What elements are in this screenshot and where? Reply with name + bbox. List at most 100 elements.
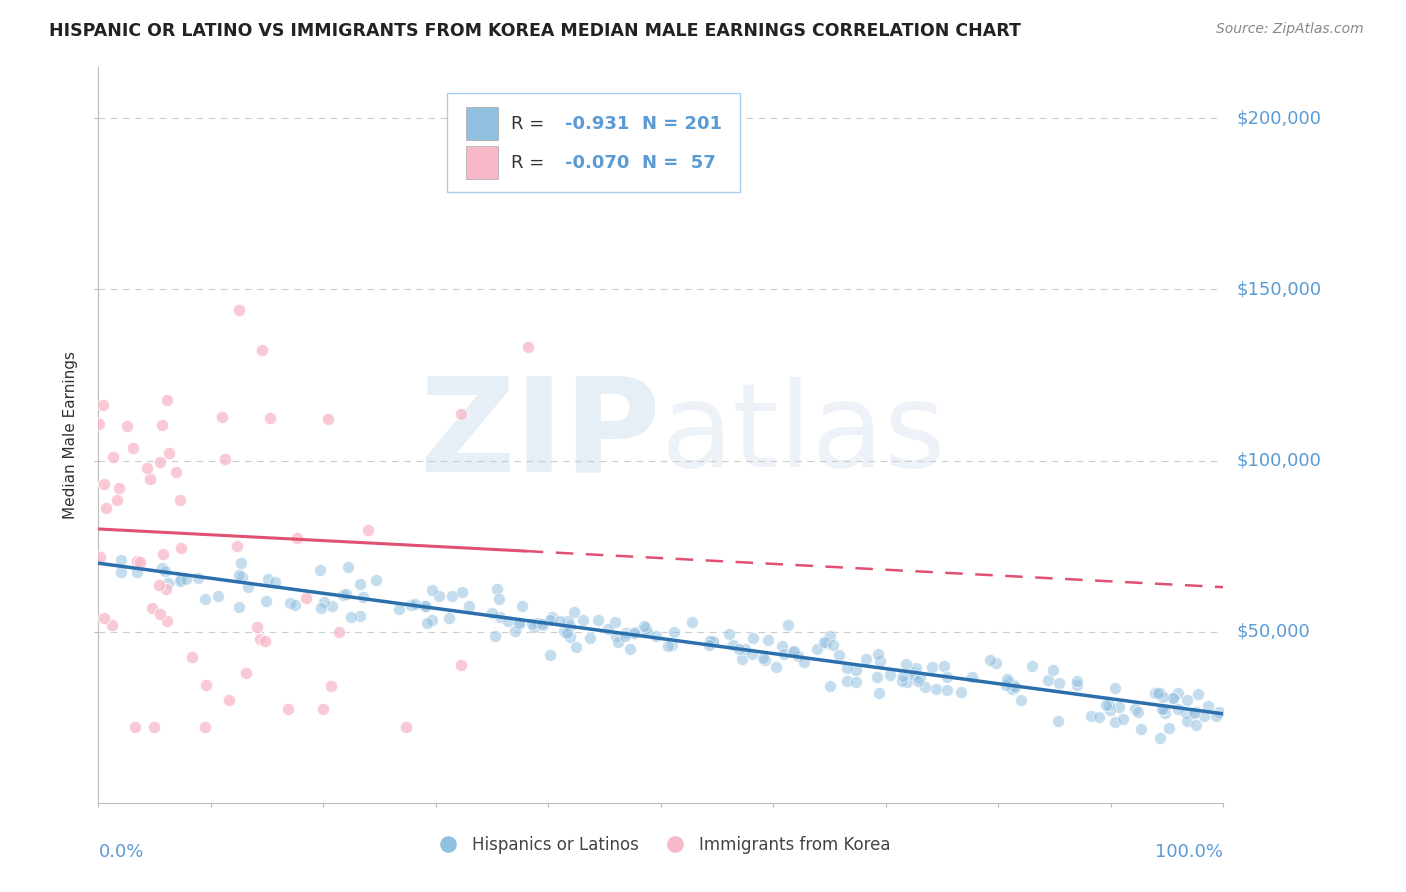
Text: $150,000: $150,000 [1237,280,1322,299]
Point [723,638,745,652]
Point [936,670,959,684]
Point [818,679,841,693]
Point [908,671,931,685]
Point [180,649,202,664]
Point [907,674,929,689]
Point [1104,714,1126,729]
Point [321,599,343,614]
Point [156,615,179,629]
Point [335,587,357,601]
Point [1066,678,1088,692]
Point [259,411,281,425]
Point [921,660,943,674]
Point [1185,718,1208,732]
Text: atlas: atlas [661,377,946,492]
Point [925,681,948,696]
Point [995,672,1018,686]
Point [508,615,530,630]
Point [311,702,333,716]
Point [211,409,233,424]
Point [845,663,868,677]
Point [813,635,835,649]
Point [277,702,299,716]
Point [765,660,787,674]
Point [1205,709,1227,723]
Point [741,647,763,661]
Point [93,610,115,624]
Point [399,599,422,613]
Point [437,611,460,625]
Point [891,669,914,683]
Point [879,667,901,681]
Text: $100,000: $100,000 [1237,451,1322,469]
Point [562,605,585,619]
Point [541,610,564,624]
Point [91,398,114,412]
Point [122,441,145,455]
Point [571,614,593,628]
Point [148,577,170,591]
Point [1184,706,1206,720]
Point [1042,663,1064,677]
Point [1175,693,1198,707]
Point [560,619,582,633]
Point [815,636,838,650]
FancyBboxPatch shape [467,107,498,140]
Point [1047,675,1070,690]
Point [89,417,111,431]
Point [1166,702,1188,716]
Point [1182,706,1205,721]
Point [420,582,443,597]
Point [194,591,217,606]
Point [1004,678,1026,692]
Point [100,618,122,632]
Point [828,648,851,662]
Point [1208,705,1230,719]
Point [110,553,132,567]
Point [1001,681,1024,696]
Point [742,632,765,646]
Point [1157,721,1180,735]
Point [328,624,350,639]
Text: R =: R = [512,114,550,133]
Point [1004,680,1026,694]
Point [905,661,928,675]
Point [531,617,554,632]
Point [783,643,806,657]
Point [141,601,163,615]
Point [1095,698,1118,712]
Point [218,692,240,706]
Point [139,473,162,487]
Point [228,303,250,318]
Text: 100.0%: 100.0% [1156,843,1223,862]
Point [792,655,814,669]
Point [246,620,269,634]
Point [1149,731,1171,745]
Point [636,625,658,640]
Point [349,609,371,624]
Point [312,595,335,609]
Point [835,674,858,689]
Point [835,661,858,675]
Point [1154,706,1177,720]
Point [252,343,274,357]
Point [661,638,683,652]
Point [450,658,472,673]
Point [169,541,191,555]
Point [309,563,332,577]
Point [731,652,754,666]
Point [866,648,889,662]
Point [986,657,1008,671]
Point [1108,700,1130,714]
Point [936,683,959,698]
Point [623,624,645,639]
Text: $50,000: $50,000 [1237,623,1310,640]
Point [481,606,503,620]
Point [526,616,548,631]
Text: ZIP: ZIP [419,371,661,499]
Point [135,460,157,475]
Point [364,574,387,588]
Point [264,575,287,590]
Point [752,651,775,665]
Point [169,574,191,588]
